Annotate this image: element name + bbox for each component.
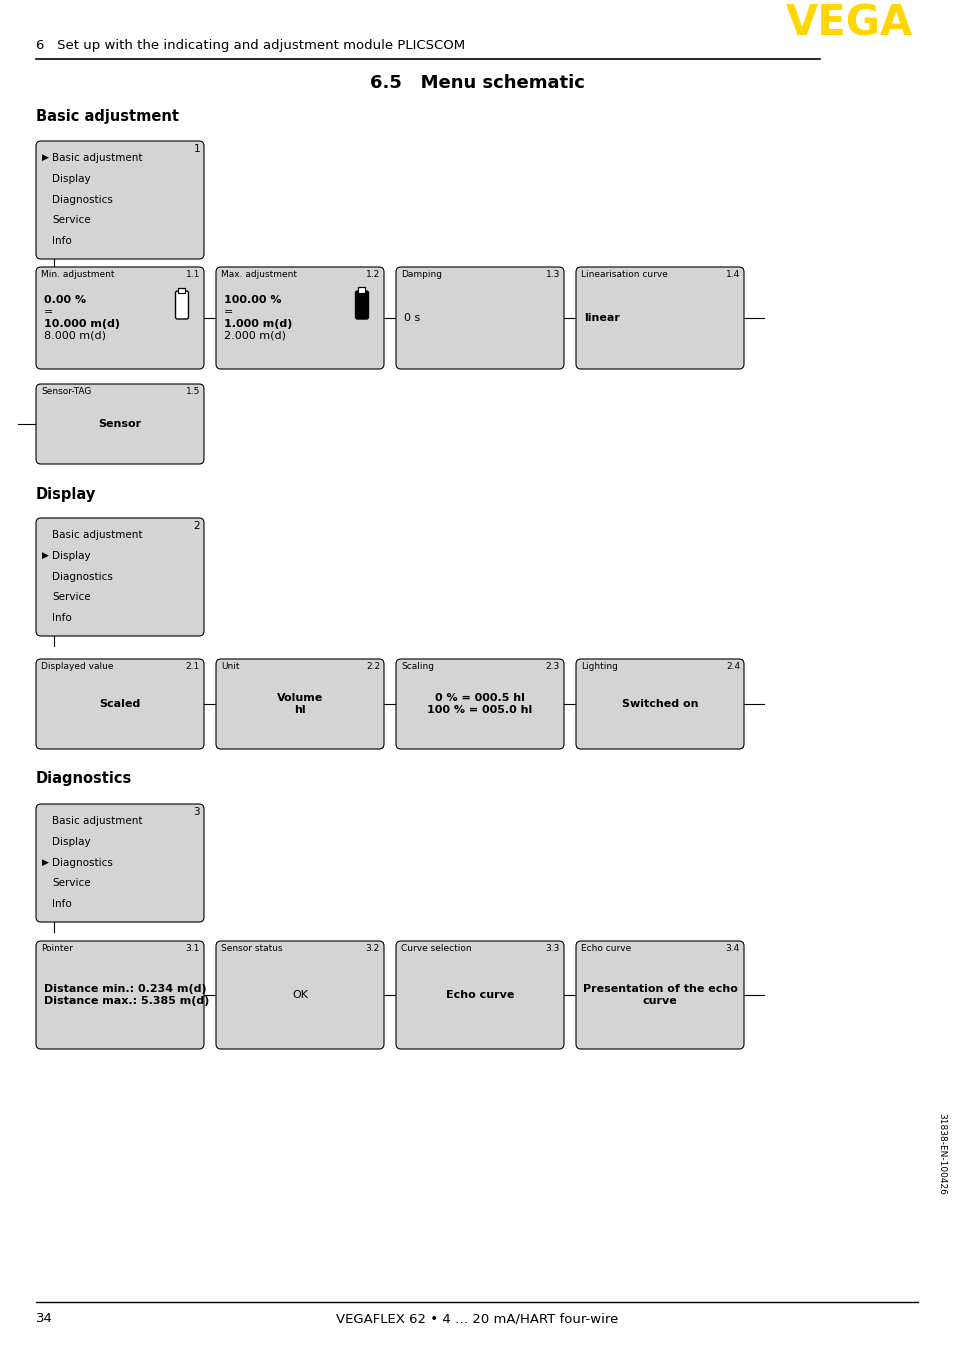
FancyBboxPatch shape bbox=[36, 659, 204, 749]
FancyBboxPatch shape bbox=[215, 659, 384, 749]
FancyBboxPatch shape bbox=[36, 804, 204, 922]
Text: 2.000 m(d): 2.000 m(d) bbox=[224, 330, 286, 341]
Text: 1.5: 1.5 bbox=[186, 387, 200, 395]
Text: Pointer: Pointer bbox=[41, 944, 72, 953]
Text: Damping: Damping bbox=[400, 269, 441, 279]
Text: Display: Display bbox=[52, 837, 91, 846]
Text: Displayed value: Displayed value bbox=[41, 662, 113, 672]
Text: Service: Service bbox=[52, 879, 91, 888]
Text: Diagnostics: Diagnostics bbox=[52, 857, 112, 868]
Text: 1.2: 1.2 bbox=[365, 269, 379, 279]
Text: Unit: Unit bbox=[221, 662, 239, 672]
Text: Diagnostics: Diagnostics bbox=[52, 195, 112, 204]
Text: Volume: Volume bbox=[276, 693, 323, 703]
Text: 100 % = 005.0 hl: 100 % = 005.0 hl bbox=[427, 705, 532, 715]
FancyBboxPatch shape bbox=[215, 267, 384, 370]
Text: ▶: ▶ bbox=[42, 857, 49, 867]
Text: Presentation of the echo: Presentation of the echo bbox=[582, 984, 737, 994]
Bar bbox=[178, 288, 185, 292]
Text: 1.1: 1.1 bbox=[186, 269, 200, 279]
Text: 3.4: 3.4 bbox=[725, 944, 740, 953]
Text: 2.2: 2.2 bbox=[366, 662, 379, 672]
Text: Distance min.: 0.234 m(d): Distance min.: 0.234 m(d) bbox=[44, 984, 207, 994]
FancyBboxPatch shape bbox=[215, 941, 384, 1049]
Text: 1.4: 1.4 bbox=[725, 269, 740, 279]
Text: linear: linear bbox=[583, 313, 619, 324]
Text: 8.000 m(d): 8.000 m(d) bbox=[44, 330, 106, 341]
Text: Switched on: Switched on bbox=[621, 699, 698, 709]
Text: 6.5   Menu schematic: 6.5 Menu schematic bbox=[369, 74, 584, 92]
Text: 2.4: 2.4 bbox=[725, 662, 740, 672]
Text: Sensor status: Sensor status bbox=[221, 944, 282, 953]
Text: Info: Info bbox=[52, 236, 71, 246]
Text: Sensor-TAG: Sensor-TAG bbox=[41, 387, 91, 395]
Text: =: = bbox=[224, 307, 233, 317]
Text: 10.000 m(d): 10.000 m(d) bbox=[44, 320, 120, 329]
Text: Echo curve: Echo curve bbox=[580, 944, 631, 953]
FancyBboxPatch shape bbox=[576, 659, 743, 749]
FancyBboxPatch shape bbox=[36, 385, 204, 464]
Text: Basic adjustment: Basic adjustment bbox=[52, 529, 142, 540]
Text: 3.2: 3.2 bbox=[365, 944, 379, 953]
Text: Info: Info bbox=[52, 613, 71, 623]
Text: 3.1: 3.1 bbox=[186, 944, 200, 953]
Text: 6   Set up with the indicating and adjustment module PLICSCOM: 6 Set up with the indicating and adjustm… bbox=[36, 39, 465, 51]
Text: Display: Display bbox=[52, 551, 91, 561]
Text: Echo curve: Echo curve bbox=[445, 990, 514, 1001]
FancyBboxPatch shape bbox=[355, 291, 368, 320]
Text: Lighting: Lighting bbox=[580, 662, 618, 672]
Text: Basic adjustment: Basic adjustment bbox=[52, 153, 142, 162]
Text: ▶: ▶ bbox=[42, 153, 49, 162]
Text: 1.3: 1.3 bbox=[545, 269, 559, 279]
FancyBboxPatch shape bbox=[36, 267, 204, 370]
Text: 34: 34 bbox=[36, 1312, 52, 1326]
Text: 0 % = 000.5 hl: 0 % = 000.5 hl bbox=[435, 693, 524, 703]
Text: Display: Display bbox=[52, 173, 91, 184]
Text: =: = bbox=[44, 307, 53, 317]
Text: Basic adjustment: Basic adjustment bbox=[52, 816, 142, 826]
Text: 3: 3 bbox=[193, 807, 200, 816]
Text: 31838-EN-100426: 31838-EN-100426 bbox=[937, 1113, 945, 1196]
Text: Info: Info bbox=[52, 899, 71, 909]
Text: Service: Service bbox=[52, 593, 91, 603]
Text: 2.1: 2.1 bbox=[186, 662, 200, 672]
Text: Display: Display bbox=[36, 487, 96, 502]
Text: Distance max.: 5.385 m(d): Distance max.: 5.385 m(d) bbox=[44, 997, 209, 1006]
Text: VEGAFLEX 62 • 4 … 20 mA/HART four-wire: VEGAFLEX 62 • 4 … 20 mA/HART four-wire bbox=[335, 1312, 618, 1326]
Text: curve: curve bbox=[642, 997, 677, 1006]
FancyBboxPatch shape bbox=[36, 519, 204, 636]
Text: 2: 2 bbox=[193, 521, 200, 531]
FancyBboxPatch shape bbox=[36, 941, 204, 1049]
Text: VEGA: VEGA bbox=[785, 1, 912, 43]
FancyBboxPatch shape bbox=[395, 267, 563, 370]
FancyBboxPatch shape bbox=[395, 659, 563, 749]
Text: 100.00 %: 100.00 % bbox=[224, 295, 281, 305]
Bar bbox=[358, 287, 365, 292]
Text: Min. adjustment: Min. adjustment bbox=[41, 269, 114, 279]
Text: Curve selection: Curve selection bbox=[400, 944, 471, 953]
Text: Max. adjustment: Max. adjustment bbox=[221, 269, 296, 279]
Text: 0 s: 0 s bbox=[403, 313, 420, 324]
Text: ▶: ▶ bbox=[42, 551, 49, 559]
Text: 1.000 m(d): 1.000 m(d) bbox=[224, 320, 292, 329]
Text: Basic adjustment: Basic adjustment bbox=[36, 110, 179, 125]
Text: hl: hl bbox=[294, 705, 306, 715]
Text: 1: 1 bbox=[193, 144, 200, 154]
Text: Scaling: Scaling bbox=[400, 662, 434, 672]
Text: Diagnostics: Diagnostics bbox=[52, 571, 112, 582]
Text: Scaled: Scaled bbox=[99, 699, 140, 709]
FancyBboxPatch shape bbox=[175, 291, 189, 320]
FancyBboxPatch shape bbox=[395, 941, 563, 1049]
Text: OK: OK bbox=[292, 990, 308, 1001]
Text: Diagnostics: Diagnostics bbox=[36, 770, 132, 787]
FancyBboxPatch shape bbox=[36, 141, 204, 259]
Text: 3.3: 3.3 bbox=[545, 944, 559, 953]
Text: Sensor: Sensor bbox=[98, 418, 141, 429]
Text: 2.3: 2.3 bbox=[545, 662, 559, 672]
Text: Service: Service bbox=[52, 215, 91, 225]
FancyBboxPatch shape bbox=[576, 267, 743, 370]
Text: 0.00 %: 0.00 % bbox=[44, 295, 86, 305]
Text: Linearisation curve: Linearisation curve bbox=[580, 269, 667, 279]
FancyBboxPatch shape bbox=[576, 941, 743, 1049]
